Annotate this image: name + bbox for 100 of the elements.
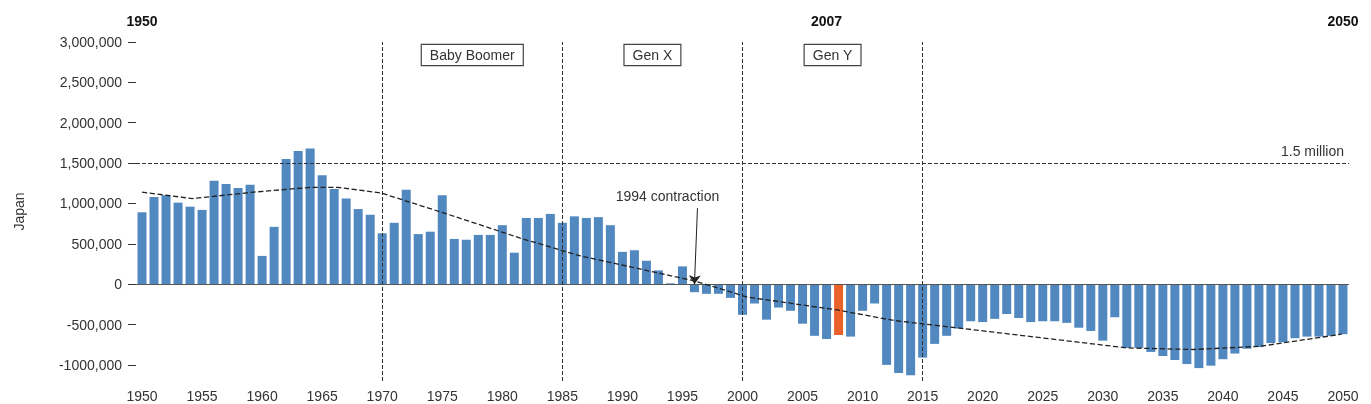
bar bbox=[413, 234, 423, 285]
x-tick-label: 2005 bbox=[786, 388, 819, 404]
bar bbox=[449, 238, 459, 285]
annotation: 1994 contraction bbox=[615, 188, 720, 205]
bar bbox=[545, 213, 555, 285]
y-tick-label: 2,500,000 bbox=[59, 74, 123, 91]
x-tick-label: 2045 bbox=[1267, 388, 1299, 404]
x-tick-label: 2030 bbox=[1087, 388, 1119, 404]
bar bbox=[569, 216, 579, 285]
bar bbox=[1170, 284, 1180, 361]
bar bbox=[521, 217, 531, 285]
bar bbox=[858, 284, 868, 311]
x-tick-label: 2025 bbox=[1027, 388, 1059, 404]
bar bbox=[353, 209, 363, 285]
x-tick-label: 1970 bbox=[366, 388, 398, 404]
x2-tick-label: 2007 bbox=[810, 13, 843, 29]
y-tick-label: 0 bbox=[114, 276, 123, 293]
bar bbox=[906, 284, 916, 376]
bar bbox=[245, 184, 255, 285]
x-tick-label: 2040 bbox=[1207, 388, 1239, 404]
x-tick-label: 2035 bbox=[1147, 388, 1179, 404]
bar bbox=[1122, 284, 1132, 348]
x-tick-label: 1975 bbox=[426, 388, 459, 404]
bar bbox=[1098, 284, 1108, 341]
x-tick-label: 1950 bbox=[126, 388, 158, 404]
bar bbox=[677, 266, 687, 285]
bar bbox=[978, 284, 988, 323]
bar bbox=[1074, 284, 1084, 328]
bar bbox=[1254, 284, 1264, 348]
y-axis-title: Japan bbox=[11, 192, 27, 231]
bar bbox=[1302, 284, 1312, 337]
bar bbox=[1206, 284, 1216, 366]
bar bbox=[389, 222, 399, 285]
bar bbox=[209, 180, 219, 285]
bar bbox=[1062, 284, 1072, 323]
bar bbox=[990, 284, 1000, 319]
bar bbox=[1146, 284, 1156, 352]
bar bbox=[966, 284, 976, 322]
bar bbox=[185, 206, 195, 285]
x-tick-label: 2015 bbox=[907, 388, 939, 404]
bar bbox=[497, 225, 507, 285]
x-tick-label: 2050 bbox=[1327, 388, 1359, 404]
bar bbox=[954, 284, 964, 329]
bar bbox=[810, 284, 820, 336]
bar bbox=[137, 212, 147, 285]
bar bbox=[509, 252, 519, 285]
x-tick-label: 2010 bbox=[847, 388, 879, 404]
bar bbox=[1086, 284, 1096, 331]
bar bbox=[581, 217, 591, 285]
ref-line-label: 1.5 million bbox=[1280, 143, 1344, 160]
x-tick-label: 2000 bbox=[726, 388, 759, 404]
y-tick-label: 1,500,000 bbox=[59, 155, 123, 172]
bar bbox=[762, 284, 772, 320]
bar bbox=[437, 195, 447, 285]
y-tick-label: 1,000,000 bbox=[59, 195, 123, 212]
x2-tick-label: 1950 bbox=[126, 13, 158, 29]
bar bbox=[882, 284, 892, 365]
bar bbox=[293, 150, 303, 285]
bar bbox=[846, 284, 856, 337]
bar bbox=[473, 234, 483, 285]
bar bbox=[1002, 284, 1012, 315]
bar bbox=[629, 250, 639, 285]
y-tick-label: 500,000 bbox=[71, 235, 123, 252]
y-tick-label: -500,000 bbox=[66, 316, 123, 333]
bar bbox=[617, 251, 627, 285]
bar bbox=[197, 209, 207, 285]
bar bbox=[1326, 284, 1336, 336]
x-tick-label: 1995 bbox=[666, 388, 699, 404]
bar bbox=[461, 239, 471, 285]
bar bbox=[533, 217, 543, 285]
bar bbox=[257, 255, 267, 285]
line-series bbox=[141, 186, 1343, 351]
bar bbox=[641, 260, 651, 285]
bar bbox=[329, 188, 339, 285]
y-tick-label: -1000,000 bbox=[58, 356, 123, 373]
bar bbox=[774, 284, 784, 308]
bar bbox=[1194, 284, 1204, 369]
bar bbox=[401, 189, 411, 285]
bar bbox=[1026, 284, 1036, 323]
bar bbox=[894, 284, 904, 373]
bar bbox=[425, 231, 435, 285]
bar bbox=[1242, 284, 1252, 349]
bar bbox=[341, 198, 351, 285]
bar bbox=[557, 222, 567, 285]
bar bbox=[1278, 284, 1288, 343]
bar bbox=[1110, 284, 1120, 318]
x-tick-label: 1990 bbox=[606, 388, 639, 404]
bar bbox=[798, 284, 808, 324]
bar bbox=[786, 284, 796, 311]
bar bbox=[930, 284, 940, 344]
bar bbox=[377, 233, 387, 285]
bar bbox=[1158, 284, 1168, 356]
bar bbox=[173, 202, 183, 285]
bar bbox=[365, 214, 375, 285]
bar bbox=[1050, 284, 1060, 322]
bar bbox=[1218, 284, 1228, 360]
annotation: Gen X bbox=[632, 47, 673, 63]
x-tick-label: 1960 bbox=[246, 388, 278, 404]
bar bbox=[1230, 284, 1240, 354]
bar bbox=[1338, 284, 1348, 335]
